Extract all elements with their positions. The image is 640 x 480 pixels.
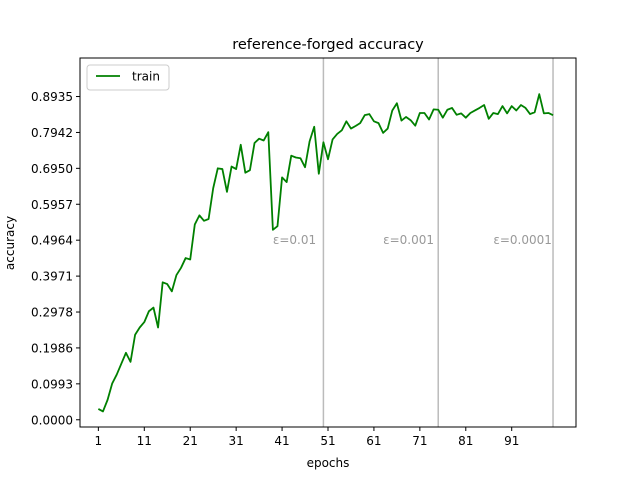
x-tick-label: 61: [366, 434, 381, 448]
y-tick-label: 0.0993: [31, 377, 73, 391]
legend: train: [86, 64, 170, 91]
y-tick-label: 0.2978: [31, 306, 73, 320]
epsilon-annotation-0: ε=0.01: [273, 233, 316, 247]
x-tick-label: 41: [274, 434, 289, 448]
x-tick-label: 31: [229, 434, 244, 448]
y-tick-label: 0.6950: [31, 162, 73, 176]
x-tick-label: 91: [504, 434, 519, 448]
epsilon-annotation-2: ε=0.0001: [493, 233, 552, 247]
x-tick-label: 11: [137, 434, 152, 448]
x-tick-label: 81: [458, 434, 473, 448]
x-tick-label: 71: [412, 434, 427, 448]
x-tick-label: 51: [320, 434, 335, 448]
x-tick-label: 21: [183, 434, 198, 448]
y-tick-label: 0.1986: [31, 341, 73, 355]
y-tick-label: 0.0000: [31, 413, 73, 427]
series-line-train: [97, 93, 554, 413]
x-axis-label: epochs: [307, 456, 350, 470]
epsilon-annotation-1: ε=0.001: [383, 233, 434, 247]
y-tick-label: 0.3971: [31, 270, 73, 284]
y-axis-label: accuracy: [3, 216, 17, 270]
chart-title: reference-forged accuracy: [232, 37, 424, 53]
x-tick-label: 1: [95, 434, 103, 448]
legend-box: [86, 64, 170, 91]
y-tick-label: 0.5957: [31, 198, 73, 212]
y-tick-label: 0.8935: [31, 90, 73, 104]
legend-label-train: train: [132, 70, 160, 84]
y-tick-label: 0.7942: [31, 126, 73, 140]
y-tick-label: 0.4964: [31, 234, 73, 248]
